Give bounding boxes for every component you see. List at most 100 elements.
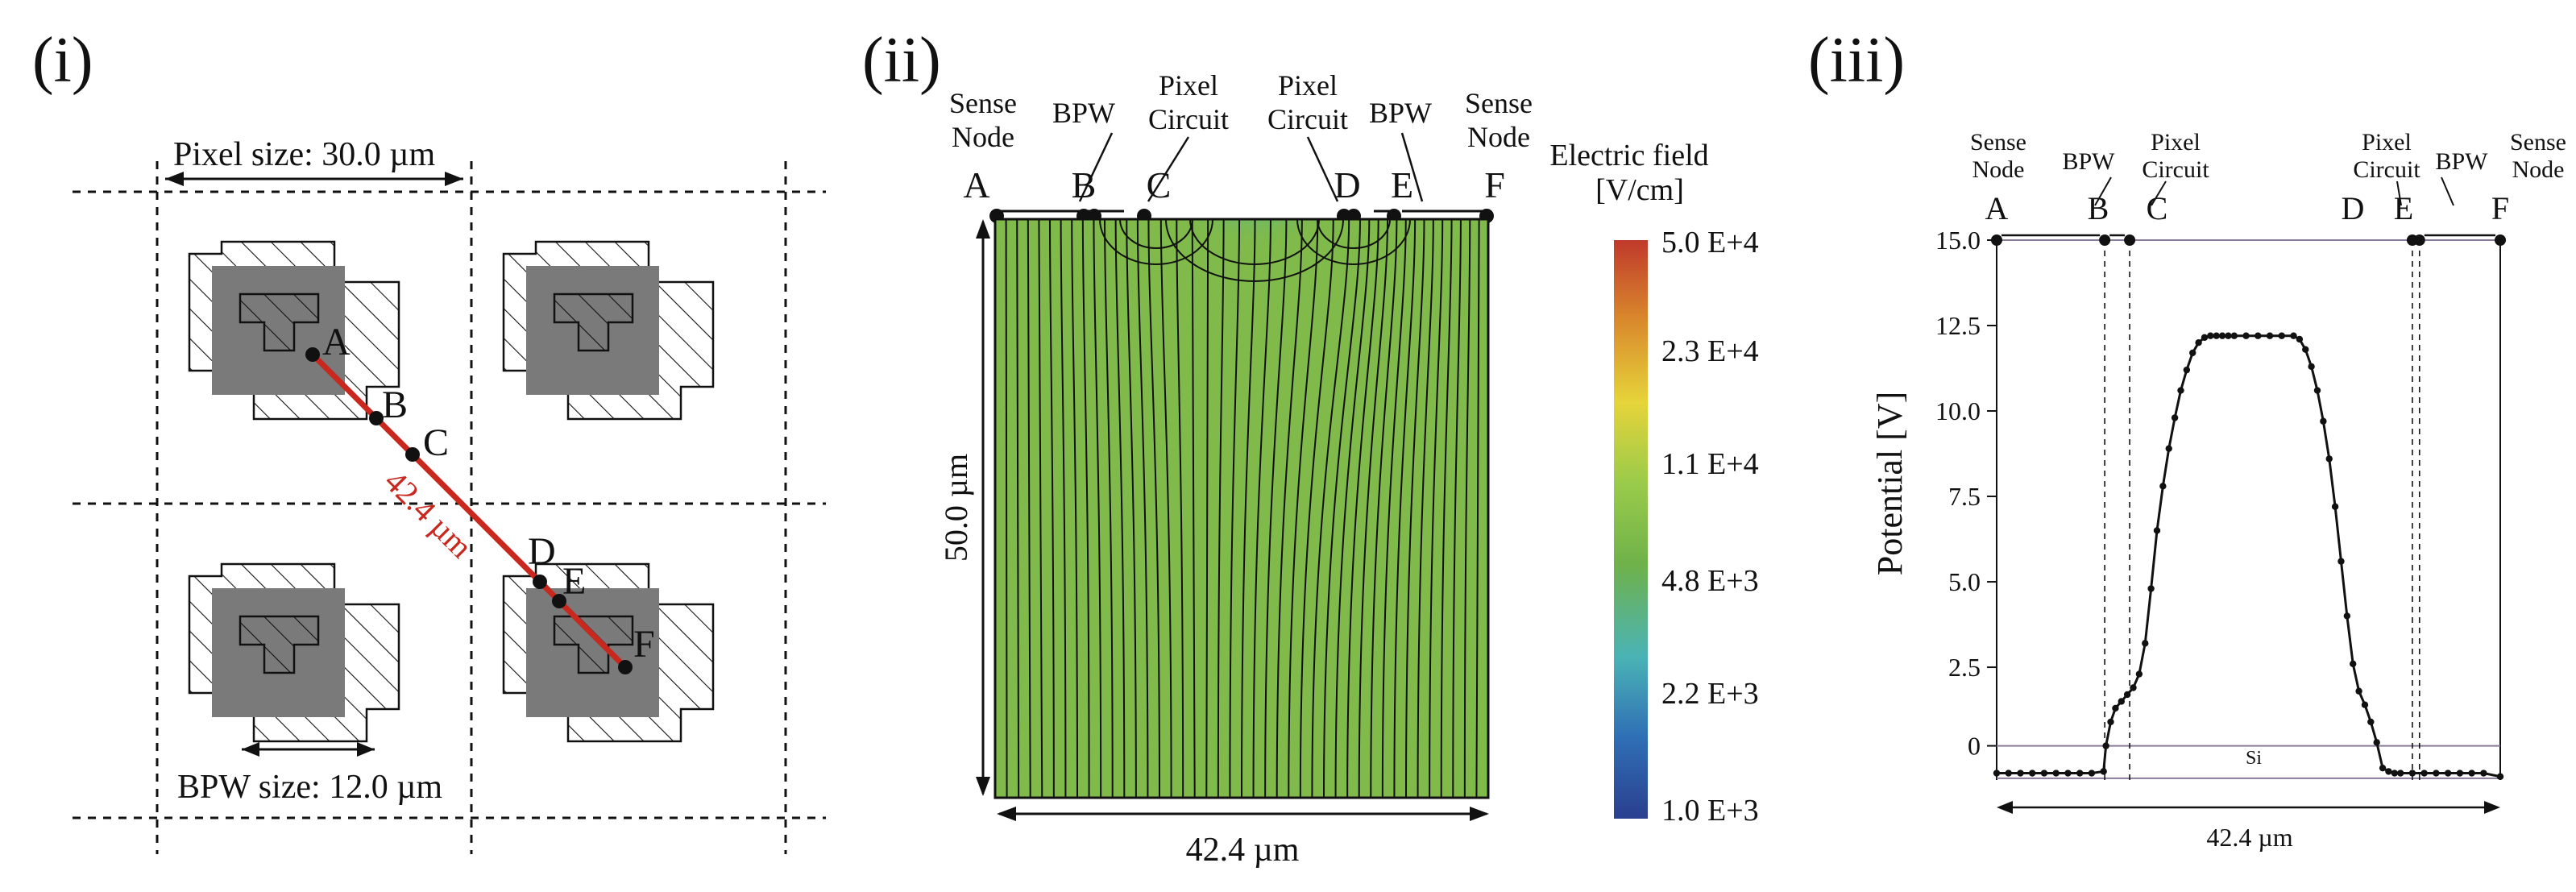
pixel-size-arrow (165, 172, 463, 186)
colorbar-tick-4: 2.2 E+3 (1661, 677, 1759, 711)
colorbar-title-2: [V/cm] (1595, 173, 1684, 207)
potential-point (2135, 670, 2143, 678)
iii-pixel-circuit-right-1: Pixel (2362, 129, 2412, 156)
potential-point (2373, 739, 2380, 746)
colorbar-tick-3: 4.8 E+3 (1661, 564, 1759, 598)
ii-point-a: A (963, 164, 989, 205)
field-line (1311, 219, 1350, 798)
field-line (1093, 219, 1102, 798)
potential-point (2242, 332, 2250, 339)
iii-point-c: C (2147, 190, 2168, 226)
field-line (1217, 219, 1225, 798)
potential-point (1993, 770, 2001, 777)
ii-width-label: 42.4 µm (1186, 832, 1300, 869)
field-line (1191, 219, 1196, 798)
potential-point (2207, 332, 2214, 339)
point-a-label: A (322, 321, 351, 363)
iii-bpw-right: BPW (2435, 148, 2488, 175)
y-axis-label: Potential [V] (1870, 392, 1910, 576)
width-arrow-head-right (2484, 801, 2500, 814)
potential-point (2040, 770, 2048, 777)
potential-point (2029, 770, 2036, 777)
pixel-layout-diagram: Pixel size: 30.0 µm BPW size: 12.0 µm 42… (73, 136, 826, 854)
region-marker (2495, 234, 2506, 246)
pixel-circuit-right-label-1: Pixel (1278, 69, 1338, 102)
panel-i-label: (i) (32, 25, 93, 96)
field-line (1136, 219, 1149, 798)
field-line (1358, 219, 1389, 798)
field-line (1229, 219, 1241, 798)
potential-chart: Sense Node BPW Pixel Circuit Pixel Circu… (1870, 129, 2566, 852)
potential-point (2005, 770, 2012, 777)
field-line (1452, 219, 1462, 798)
field-line (1176, 219, 1184, 798)
potential-point (2320, 417, 2327, 425)
ii-point-f: F (1484, 164, 1505, 205)
iii-sense-node-left-1: Sense (1970, 129, 2026, 156)
potential-point (2468, 770, 2475, 777)
field-line (1205, 219, 1209, 798)
field-line (1241, 219, 1256, 798)
ii-point-d: D (1334, 164, 1360, 205)
potential-point (2420, 770, 2428, 777)
potential-point (2313, 387, 2321, 394)
field-line (1475, 219, 1480, 798)
field-line (1252, 219, 1271, 798)
colorbar (1614, 240, 1648, 819)
ii-point-c: C (1147, 164, 1172, 205)
iii-pixel-circuit-left-2: Circuit (2142, 156, 2209, 183)
colorbar-title-1: Electric field (1549, 139, 1708, 172)
bpw-size-label: BPW size: 12.0 µm (177, 769, 442, 806)
potential-point (2147, 585, 2155, 592)
panel-iii-label: (iii) (1808, 25, 1905, 96)
potential-point (2159, 483, 2167, 490)
field-line (1126, 219, 1137, 798)
iii-sense-node-right-1: Sense (2510, 129, 2566, 156)
point-c-label: C (423, 421, 449, 464)
potential-point (2183, 366, 2191, 374)
potential-point (2112, 704, 2119, 712)
point-a-dot (305, 347, 320, 362)
field-line (1440, 219, 1453, 798)
diagonal-length-label: 42.4 µm (378, 463, 480, 566)
field-line (1005, 219, 1008, 798)
iii-point-b: B (2088, 190, 2109, 226)
panel-ii-label: (ii) (862, 25, 941, 96)
sense-node-right-label-2: Node (1467, 121, 1530, 153)
field-line (1405, 219, 1425, 798)
field-line (1323, 219, 1361, 798)
ii-point-e: E (1391, 164, 1413, 205)
potential-point (2218, 332, 2226, 339)
pixel-circuit-left-label-2: Circuit (1148, 103, 1229, 135)
potential-point (2379, 764, 2387, 772)
iii-sense-node-left-2: Node (1972, 156, 2025, 183)
iii-point-e: E (2394, 190, 2413, 226)
cut-points (305, 347, 633, 674)
field-line (1264, 219, 1288, 798)
region-marker (2413, 234, 2425, 246)
point-b-dot (369, 411, 384, 425)
sense-node-left-label-2: Node (952, 121, 1014, 153)
sense-node-left-label-1: Sense (949, 87, 1017, 119)
potential-point (2165, 445, 2172, 452)
y-tick-label: 12.5 (1935, 311, 1981, 340)
field-contour (1099, 219, 1213, 265)
y-tick-label: 15.0 (1935, 226, 1981, 255)
depth-label: 50.0 µm (938, 454, 974, 562)
potential-point (2385, 768, 2392, 775)
potential-point (2331, 503, 2339, 510)
field-line (1288, 219, 1319, 798)
region-marker (2124, 234, 2136, 246)
si-label: Si (2246, 748, 2262, 769)
iii-pixel-circuit-left-1: Pixel (2151, 129, 2201, 156)
field-line (1429, 219, 1444, 798)
electric-field-map: Sense Node BPW Pixel Circuit Pixel Circu… (938, 69, 1759, 869)
field-line (1334, 219, 1371, 798)
bpw-right-label: BPW (1369, 97, 1432, 129)
potential-point (2391, 770, 2399, 777)
potential-point (2296, 335, 2304, 343)
point-f-label: F (633, 623, 655, 666)
potential-point (2064, 770, 2072, 777)
potential-point (2118, 698, 2125, 705)
field-contour (1296, 219, 1411, 265)
